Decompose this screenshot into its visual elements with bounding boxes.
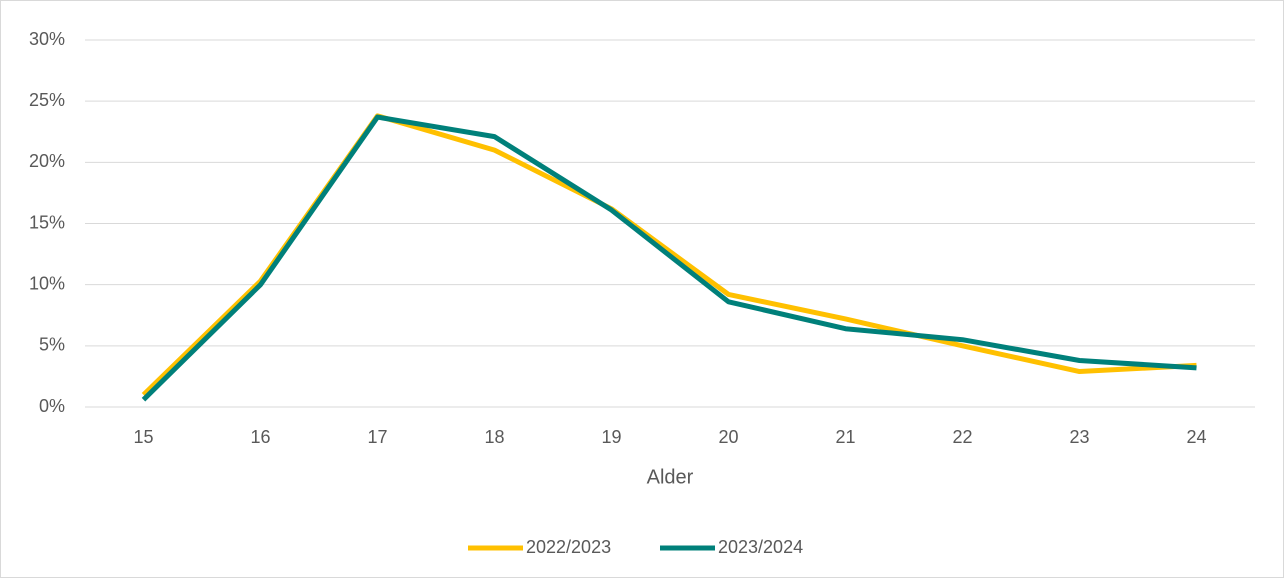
y-tick-label: 30% [29, 29, 65, 49]
x-axis-title: Alder [647, 466, 694, 488]
x-tick-label: 18 [484, 427, 504, 447]
x-tick-label: 21 [835, 427, 855, 447]
legend-label: 2023/2024 [718, 537, 803, 557]
y-tick-label: 20% [29, 151, 65, 171]
y-tick-label: 10% [29, 273, 65, 293]
legend-label: 2022/2023 [526, 537, 611, 557]
x-tick-label: 16 [250, 427, 270, 447]
x-tick-label: 23 [1069, 427, 1089, 447]
x-tick-label: 20 [718, 427, 738, 447]
x-tick-label: 15 [133, 427, 153, 447]
y-tick-label: 5% [39, 335, 65, 355]
x-tick-label: 22 [952, 427, 972, 447]
x-tick-label: 17 [367, 427, 387, 447]
y-tick-label: 15% [29, 212, 65, 232]
y-tick-label: 25% [29, 90, 65, 110]
series-line [141, 114, 1197, 402]
x-tick-label: 24 [1186, 427, 1206, 447]
x-tick-label: 19 [601, 427, 621, 447]
y-tick-label: 0% [39, 396, 65, 416]
